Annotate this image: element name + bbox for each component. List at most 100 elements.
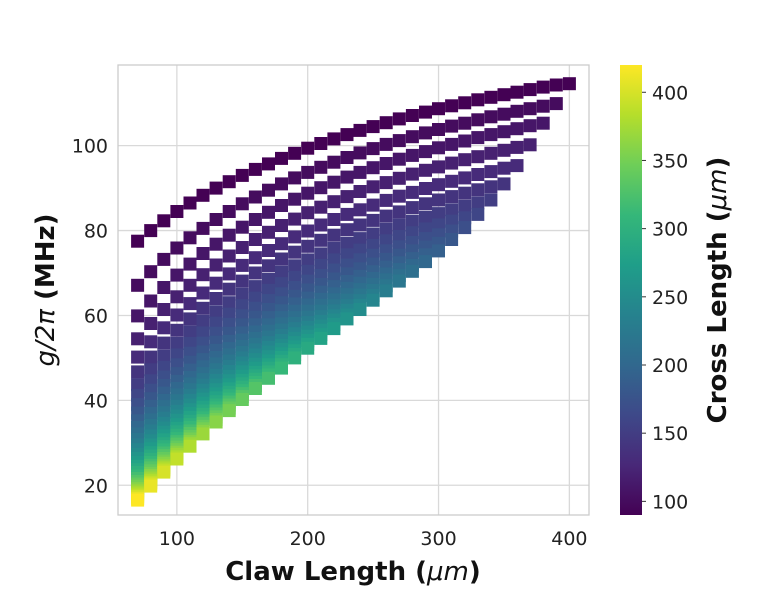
scatter-point	[262, 272, 275, 286]
scatter-point	[131, 332, 145, 346]
scatter-point	[432, 178, 445, 192]
colorbar-tick-label: 300	[652, 219, 688, 241]
scatter-point	[314, 160, 328, 174]
scatter-point	[248, 280, 262, 294]
y-axis-title: g/2π (MHz)	[31, 213, 61, 366]
scatter-point	[170, 308, 184, 322]
scatter-point	[366, 238, 380, 252]
scatter-point	[157, 214, 171, 228]
scatter-point	[262, 205, 275, 219]
scatter-point	[471, 113, 485, 127]
scatter-point	[536, 80, 550, 94]
x-tick-label: 100	[159, 528, 195, 550]
scatter-point	[340, 128, 354, 142]
scatter-point	[248, 213, 262, 226]
scatter-point	[183, 278, 197, 292]
scatter-point	[523, 83, 537, 97]
scatter-point	[170, 337, 184, 350]
scatter-point	[235, 168, 249, 182]
colorbar-tick-label: 400	[652, 82, 688, 104]
scatter-point	[131, 493, 145, 507]
scatter-point	[432, 193, 445, 207]
scatter-point	[235, 299, 249, 313]
scatter-point	[183, 325, 197, 339]
scatter-point	[405, 201, 419, 215]
scatter-point	[235, 258, 249, 272]
colorbar-tick-label: 150	[652, 423, 688, 445]
scatter-point	[353, 303, 367, 316]
y-tick-label: 20	[84, 475, 108, 497]
scatter-point	[327, 253, 341, 267]
scatter-point	[405, 167, 419, 181]
scatter-point	[170, 268, 184, 282]
scatter-point	[379, 193, 393, 207]
scatter-point	[196, 301, 210, 315]
scatter-point	[392, 112, 406, 126]
y-axis-ticks: 20 40 60 80 100	[72, 136, 108, 498]
scatter-point	[170, 323, 184, 337]
scatter-point	[196, 247, 210, 260]
scatter-point	[144, 479, 158, 493]
scatter-point	[432, 160, 445, 174]
scatter-point	[405, 148, 419, 162]
scatter-point	[248, 233, 262, 246]
scatter-point	[222, 267, 236, 281]
scatter-point	[458, 221, 472, 235]
scatter-point	[275, 219, 288, 232]
scatter-point	[275, 177, 288, 191]
scatter-point	[340, 207, 354, 221]
y-tick-label: 100	[72, 136, 108, 158]
scatter-point	[458, 153, 472, 167]
scatter-point	[379, 209, 393, 223]
scatter-markers	[131, 77, 576, 507]
scatter-point	[392, 171, 406, 185]
scatter-point	[510, 85, 524, 99]
plot-frame	[117, 64, 590, 516]
scatter-point	[405, 226, 419, 240]
scatter-point	[209, 305, 223, 319]
scatter-point	[157, 321, 171, 335]
scatter-point	[157, 465, 171, 479]
scatter-point	[327, 241, 341, 255]
scatter-point	[392, 274, 406, 288]
scatter-point	[458, 186, 472, 200]
scatter-point	[209, 316, 223, 330]
scatter-point	[183, 231, 197, 245]
scatter-point	[432, 141, 445, 155]
scatter-point	[131, 234, 145, 248]
scatter-point	[196, 314, 210, 328]
scatter-point	[445, 174, 459, 188]
scatter-point	[196, 268, 210, 282]
scatter-point	[248, 266, 262, 280]
scatter-point	[262, 244, 275, 257]
scatter-point	[157, 281, 171, 294]
scatter-point	[275, 361, 288, 375]
scatter-point	[288, 212, 302, 226]
scatter-point	[458, 199, 472, 213]
scatter-point	[144, 224, 158, 238]
scatter-point	[392, 230, 406, 243]
scatter-point	[327, 155, 341, 169]
colorbar	[620, 65, 642, 515]
scatter-point	[222, 296, 236, 310]
scatter-point	[248, 162, 262, 176]
scatter-point	[131, 350, 145, 364]
scatter-point	[471, 183, 485, 197]
scatter-point	[366, 213, 380, 227]
scatter-point	[275, 277, 288, 291]
scatter-point	[196, 188, 210, 202]
scatter-point	[327, 213, 341, 226]
scatter-point	[523, 102, 537, 116]
scatter-point	[497, 88, 511, 102]
scatter-point	[301, 341, 315, 355]
scatter-point	[510, 140, 524, 154]
scatter-point	[275, 199, 288, 212]
scatter-point	[144, 265, 158, 279]
scatter-point	[131, 278, 145, 292]
scatter-point	[392, 189, 406, 203]
scatter-point	[484, 110, 498, 124]
scatter-point	[458, 134, 472, 148]
scatter-point	[301, 206, 315, 220]
scatter-point	[327, 195, 341, 209]
x-axis-ticks: 100 200 300 400	[159, 528, 588, 550]
